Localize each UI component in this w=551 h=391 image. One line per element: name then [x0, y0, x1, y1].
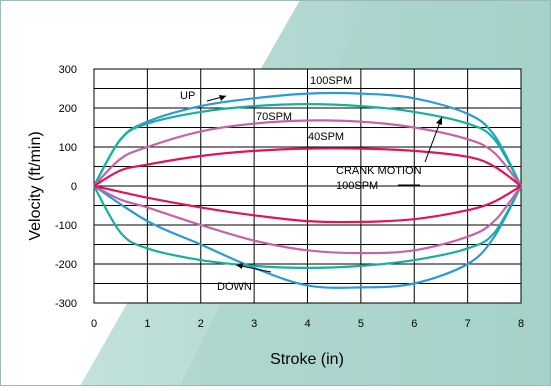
crank-motion-arrowhead — [436, 117, 442, 125]
y-tick-label-2: 100 — [59, 142, 77, 154]
crank-motion-arrow — [424, 116, 443, 163]
annotation-down: DOWN — [217, 281, 252, 293]
y-tick-label-5: -200 — [55, 259, 77, 271]
x-axis-label: Stroke (in) — [270, 351, 344, 368]
x-tick-label-5: 5 — [358, 318, 364, 330]
series-1-downstroke-line — [93, 185, 522, 270]
series-0-downstroke-line — [93, 185, 522, 289]
y-axis-label: Velocity (ft/min) — [27, 131, 44, 240]
x-tick-label-0: 0 — [91, 318, 97, 330]
y-tick-labels: 300 200 100 0 -100 -200 -300 — [55, 64, 77, 310]
up-arrowhead — [219, 95, 226, 101]
x-tick-label-7: 7 — [465, 318, 471, 330]
x-tick-label-2: 2 — [198, 318, 204, 330]
series-curves — [93, 91, 522, 289]
x-tick-label-6: 6 — [411, 318, 417, 330]
y-tick-label-6: -300 — [55, 298, 77, 310]
series-2-upstroke-line — [93, 119, 522, 187]
series-1-upstroke-line — [93, 102, 522, 187]
x-tick-labels: 0 1 2 3 4 5 6 7 8 — [91, 318, 524, 330]
annotation-crank-motion: CRANK MOTION — [336, 165, 422, 177]
y-tick-label-4: -100 — [55, 220, 77, 232]
y-tick-label-0: 300 — [59, 64, 77, 76]
y-tick-label-1: 200 — [59, 103, 77, 115]
series-3-downstroke-line — [93, 184, 522, 224]
annotation-arrows — [206, 95, 443, 273]
x-tick-label-8: 8 — [518, 318, 524, 330]
y-tick-label-3: 0 — [71, 181, 77, 193]
annotation-crank-100spm: 100SPM — [336, 180, 378, 192]
x-tick-label-1: 1 — [144, 318, 150, 330]
x-tick-label-3: 3 — [251, 318, 257, 330]
x-tick-label-4: 4 — [304, 318, 310, 330]
annotation-100spm: 100SPM — [310, 75, 352, 87]
series-3-upstroke-line — [93, 147, 522, 187]
down-arrowhead — [236, 263, 243, 269]
annotation-up: UP — [180, 90, 195, 102]
grid-lines — [93, 68, 522, 304]
annotation-40spm: 40SPM — [308, 131, 344, 143]
annotation-70spm: 70SPM — [256, 111, 292, 123]
series-2-downstroke-line — [93, 185, 522, 255]
series-0-upstroke-line — [93, 91, 522, 187]
